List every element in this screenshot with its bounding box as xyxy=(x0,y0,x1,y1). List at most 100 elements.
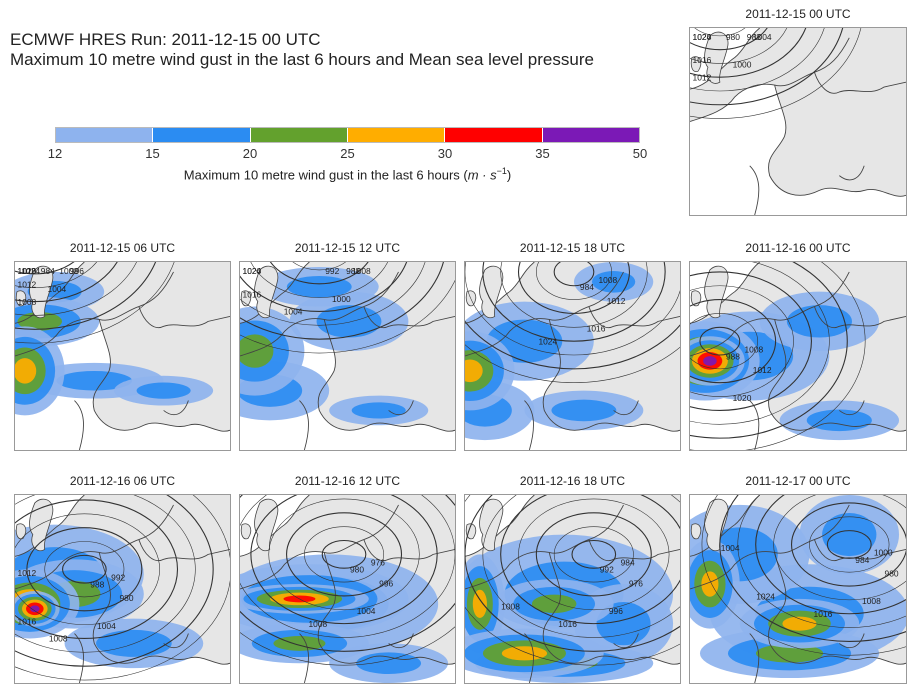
map-svg: 984 10009961004 1008 1012 101610201024 xyxy=(15,262,230,450)
isobar xyxy=(465,344,680,383)
isobar xyxy=(690,28,788,64)
isobar-label: 1012 xyxy=(18,280,37,290)
isobar-label: 996 xyxy=(70,266,84,276)
wind-gust-area xyxy=(822,512,877,557)
colorbar-label: Maximum 10 metre wind gust in the last 6… xyxy=(183,166,512,183)
island xyxy=(15,265,54,319)
isobar xyxy=(500,262,648,328)
coastline xyxy=(690,28,906,215)
wind-gust-area xyxy=(701,571,719,597)
isobar xyxy=(482,262,666,342)
isobar-label: 984 xyxy=(580,282,594,292)
isobar-label: 1024 xyxy=(21,266,40,276)
isobar-label: 1008 xyxy=(18,297,37,307)
colorbar-ticks: 12 15 20 25 30 35 50 xyxy=(48,146,647,162)
map-svg: 984 1008 1012 1016 1024 xyxy=(465,262,680,450)
isobar-label: 980 xyxy=(350,565,364,575)
isobar xyxy=(690,28,825,92)
colorbar-swatch xyxy=(445,128,543,142)
isobar-label: 1000 xyxy=(874,548,893,558)
isobar xyxy=(690,299,777,384)
map-panel: 2011-12-15 06 UTC 984 10009961004 1008 1012… xyxy=(14,241,231,451)
wind-gust-area xyxy=(596,602,651,646)
isobar xyxy=(15,262,75,275)
wind-gust-area xyxy=(286,275,352,298)
isobar-label: 996 xyxy=(609,606,623,616)
isobar xyxy=(15,495,230,681)
isobar-label: 1008 xyxy=(501,602,520,612)
coastline xyxy=(465,262,680,450)
map: 984 10009961004 1008 1012 101610201024 xyxy=(14,261,231,451)
isobar xyxy=(321,539,367,569)
colorbar-swatch xyxy=(153,128,251,142)
isobar-label: 1024 xyxy=(756,592,775,602)
isobar xyxy=(250,262,389,298)
isobar-label: 988 xyxy=(346,266,360,276)
panel-time: 2011-12-17 00 UTC xyxy=(745,474,851,488)
isobar xyxy=(690,28,768,51)
isobar xyxy=(694,28,746,37)
sea-area xyxy=(690,28,906,215)
isobar-label: 1020 xyxy=(693,32,712,42)
isobar-label: 1016 xyxy=(243,289,262,299)
map-panel: 2011-12-16 00 UTC 988 1008 1012 1020 xyxy=(689,241,907,451)
wind-gust-area xyxy=(501,646,548,661)
isobar xyxy=(482,495,680,638)
isobar-label: 1016 xyxy=(18,616,37,626)
isobar xyxy=(240,495,455,652)
isobar-label: 1004 xyxy=(753,32,772,42)
map: 988 992 980 1004 1008 1016 1012 xyxy=(14,494,231,684)
colorbar-tick-label: 50 xyxy=(632,146,648,161)
isobar-label: 976 xyxy=(371,558,385,568)
isobar-label: 992 xyxy=(111,572,125,582)
isobar xyxy=(15,513,160,625)
isobar xyxy=(465,320,680,370)
isobar xyxy=(826,530,872,559)
isobar-label: 980 xyxy=(119,593,133,603)
isobar xyxy=(62,554,107,584)
isobar xyxy=(690,262,848,439)
panel-time: 2011-12-16 06 UTC xyxy=(69,474,176,488)
isobar-label: 984 xyxy=(621,558,635,568)
isobar xyxy=(737,495,906,628)
isobar xyxy=(553,262,595,287)
colorbar-swatch xyxy=(250,128,348,142)
panel-time: 2011-12-15 18 UTC xyxy=(519,241,626,255)
map: 992 984 976 996 1016 1008 xyxy=(464,494,681,684)
isobar-label: 980 xyxy=(885,568,899,578)
map-svg: 980 9881004 1000 1012 1016 10241020 xyxy=(690,28,906,215)
isobar xyxy=(465,262,680,356)
panel-time: 2011-12-15 12 UTC xyxy=(294,241,401,255)
wind-gust-area xyxy=(56,371,133,391)
isobar-label: 988 xyxy=(90,580,104,590)
map: 988 1008 1012 1020 xyxy=(689,261,907,451)
isobar xyxy=(690,285,794,397)
isobar-label: 1004 xyxy=(48,284,67,294)
map-svg: 988 1008 1012 1020 xyxy=(690,262,906,450)
isobar-label: 984 xyxy=(855,555,869,565)
isobar xyxy=(755,495,906,615)
isobar xyxy=(269,262,369,285)
isobar xyxy=(701,495,906,656)
colorbar-tick-label: 25 xyxy=(340,146,355,161)
isobar xyxy=(809,516,890,573)
isobar xyxy=(571,539,617,569)
isobar-label: 992 xyxy=(600,565,614,575)
isobar-label: 1004 xyxy=(97,621,116,631)
wind-gust-area xyxy=(531,594,577,614)
wind-gust-area xyxy=(806,409,872,432)
isobar xyxy=(240,262,408,312)
isobar xyxy=(465,495,680,666)
coastline xyxy=(15,262,230,450)
isobar-label: 1016 xyxy=(587,324,606,334)
isobar xyxy=(535,512,652,597)
coastline xyxy=(240,262,455,450)
map-panel: 2011-12-17 00 UTC 984 1000 980 1008 1016 1024… xyxy=(689,474,907,684)
map: 980 976 996 1004 1008 xyxy=(239,494,456,684)
wind-gust-area xyxy=(351,402,406,419)
colorbar-swatch xyxy=(542,128,639,142)
isobar-label: 1004 xyxy=(284,307,303,317)
wind-gust-area xyxy=(592,270,636,293)
isobar xyxy=(15,499,179,639)
